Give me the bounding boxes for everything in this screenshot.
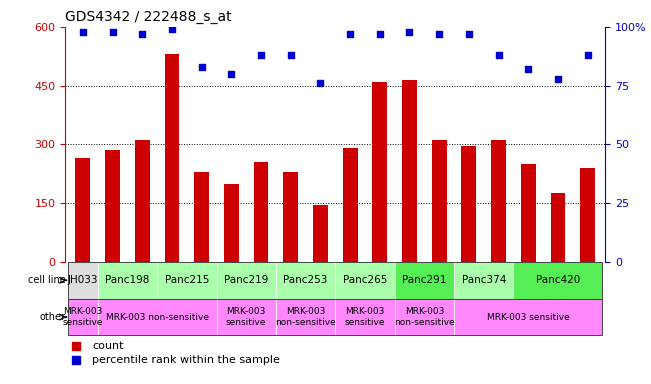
Bar xyxy=(402,80,417,262)
Bar xyxy=(342,148,357,262)
Bar xyxy=(580,168,595,262)
Text: MRK-003
non-sensitive: MRK-003 non-sensitive xyxy=(275,307,336,327)
Point xyxy=(197,64,207,70)
Bar xyxy=(462,146,477,262)
Text: percentile rank within the sample: percentile rank within the sample xyxy=(92,356,280,366)
FancyBboxPatch shape xyxy=(454,299,602,335)
Point xyxy=(167,26,177,32)
FancyBboxPatch shape xyxy=(98,262,157,299)
Bar xyxy=(224,184,239,262)
Text: Panc198: Panc198 xyxy=(105,275,150,285)
Bar xyxy=(432,141,447,262)
Point xyxy=(553,76,563,82)
Text: Panc253: Panc253 xyxy=(283,275,327,285)
Bar xyxy=(551,194,565,262)
FancyBboxPatch shape xyxy=(98,299,217,335)
FancyBboxPatch shape xyxy=(335,262,395,299)
Text: GDS4342 / 222488_s_at: GDS4342 / 222488_s_at xyxy=(65,10,232,25)
Text: MRK-003
sensitive: MRK-003 sensitive xyxy=(226,307,266,327)
Bar xyxy=(254,162,268,262)
Point xyxy=(583,52,593,58)
FancyBboxPatch shape xyxy=(454,262,514,299)
FancyBboxPatch shape xyxy=(276,262,335,299)
Bar xyxy=(165,54,180,262)
Text: Panc219: Panc219 xyxy=(224,275,268,285)
Point xyxy=(286,52,296,58)
Point xyxy=(464,31,474,37)
Text: Panc291: Panc291 xyxy=(402,275,447,285)
Text: MRK-003 non-sensitive: MRK-003 non-sensitive xyxy=(105,313,208,321)
FancyBboxPatch shape xyxy=(514,262,602,299)
FancyBboxPatch shape xyxy=(157,262,217,299)
Point xyxy=(434,31,445,37)
Text: MRK-003
non-sensitive: MRK-003 non-sensitive xyxy=(394,307,454,327)
Text: JH033: JH033 xyxy=(68,275,98,285)
Text: MRK-003
sensitive: MRK-003 sensitive xyxy=(344,307,385,327)
Text: Panc374: Panc374 xyxy=(462,275,506,285)
Point xyxy=(256,52,266,58)
FancyBboxPatch shape xyxy=(335,299,395,335)
Text: other: other xyxy=(40,312,66,322)
Bar xyxy=(135,141,150,262)
Bar xyxy=(491,141,506,262)
Text: MRK-003
sensitive: MRK-003 sensitive xyxy=(62,307,103,327)
Text: count: count xyxy=(92,341,124,351)
Text: cell line: cell line xyxy=(28,275,66,285)
FancyBboxPatch shape xyxy=(217,299,276,335)
FancyBboxPatch shape xyxy=(395,262,454,299)
Bar xyxy=(521,164,536,262)
FancyBboxPatch shape xyxy=(68,299,98,335)
Bar xyxy=(76,158,90,262)
Bar xyxy=(313,205,328,262)
Bar xyxy=(194,172,209,262)
FancyBboxPatch shape xyxy=(395,299,454,335)
Point xyxy=(523,66,533,72)
Point xyxy=(226,71,236,77)
FancyBboxPatch shape xyxy=(276,299,335,335)
Point xyxy=(493,52,504,58)
Point xyxy=(315,80,326,86)
Bar xyxy=(372,82,387,262)
Point xyxy=(137,31,148,37)
Point xyxy=(107,28,118,35)
Text: Panc215: Panc215 xyxy=(165,275,209,285)
Point xyxy=(345,31,355,37)
Text: Panc265: Panc265 xyxy=(343,275,387,285)
Text: MRK-003 sensitive: MRK-003 sensitive xyxy=(487,313,570,321)
FancyBboxPatch shape xyxy=(217,262,276,299)
Point xyxy=(404,28,415,35)
FancyBboxPatch shape xyxy=(68,262,98,299)
Bar xyxy=(105,150,120,262)
Point xyxy=(77,28,88,35)
Bar xyxy=(283,172,298,262)
Point xyxy=(374,31,385,37)
Text: Panc420: Panc420 xyxy=(536,275,580,285)
